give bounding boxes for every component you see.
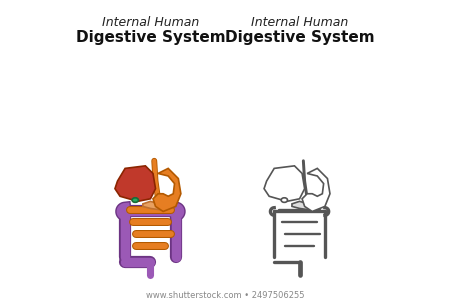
Polygon shape: [153, 169, 181, 211]
Ellipse shape: [132, 198, 139, 202]
Text: Digestive System: Digestive System: [76, 30, 225, 45]
Text: www.shutterstock.com • 2497506255: www.shutterstock.com • 2497506255: [146, 291, 304, 300]
Text: Internal Human: Internal Human: [102, 16, 199, 29]
Polygon shape: [143, 201, 171, 210]
Text: Internal Human: Internal Human: [251, 16, 348, 29]
Polygon shape: [115, 166, 156, 201]
Polygon shape: [264, 166, 305, 201]
Text: Digestive System: Digestive System: [225, 30, 374, 45]
Polygon shape: [302, 169, 330, 211]
Ellipse shape: [281, 198, 288, 202]
Polygon shape: [292, 201, 320, 210]
